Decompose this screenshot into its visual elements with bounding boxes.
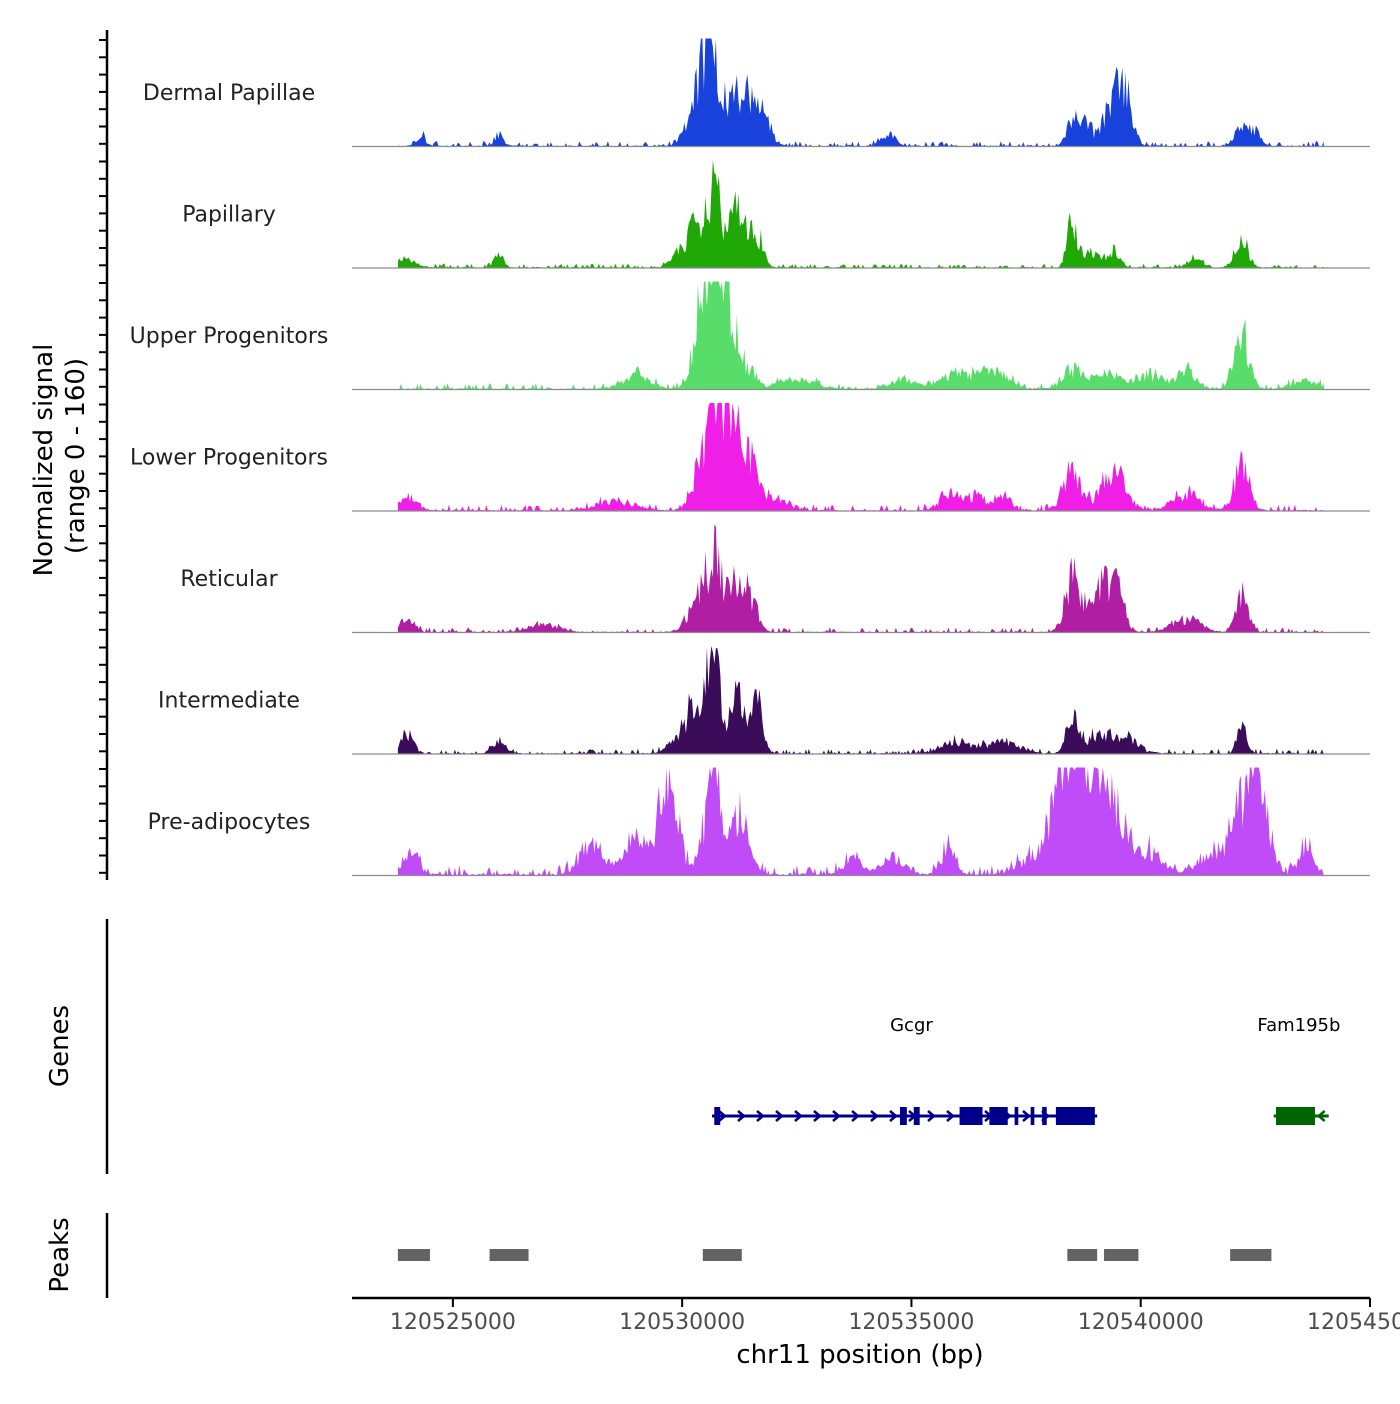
- strand-arrow: [737, 1110, 746, 1122]
- signal-tracks: Dermal Papillae Papillary Upper Progenitor…: [130, 38, 1370, 877]
- gene-exon: [1042, 1107, 1047, 1125]
- track-label: Lower Progenitors: [130, 446, 328, 471]
- strand-arrow: [1316, 1110, 1326, 1122]
- gene-track: Gcgr Fam195b: [711, 1015, 1340, 1125]
- track-label: Dermal Papillae: [143, 81, 315, 106]
- gene-exon: [714, 1107, 721, 1125]
- x-tick-label: 120540000: [1078, 1310, 1204, 1335]
- track-reticular: Reticular: [180, 524, 1370, 634]
- track-label: Upper Progenitors: [130, 324, 329, 349]
- x-tick-label: 120535000: [848, 1310, 974, 1335]
- x-tick-label: 120525000: [390, 1310, 516, 1335]
- signal-y-axis: [99, 30, 109, 880]
- gene-gcgr: Gcgr: [711, 1015, 1098, 1125]
- signal-area: [397, 38, 1325, 147]
- track-papillary: Papillary: [182, 160, 1370, 269]
- peak-track: [397, 1249, 1272, 1261]
- peak-region: [1067, 1249, 1098, 1261]
- peaks-axis-label: Peaks: [45, 1217, 75, 1292]
- peak-region: [489, 1249, 529, 1261]
- strand-arrow: [1022, 1110, 1031, 1122]
- track-label: Reticular: [180, 567, 278, 592]
- track-label: Pre-adipocytes: [148, 810, 311, 835]
- peak-region: [1230, 1249, 1272, 1261]
- gene-exon: [959, 1107, 983, 1125]
- track-lower-progenitors: Lower Progenitors: [130, 403, 1370, 512]
- gene-exon: [1014, 1107, 1019, 1125]
- strand-arrow: [718, 1110, 727, 1122]
- gene-exon: [1030, 1107, 1035, 1125]
- y-axis-label-line1: Normalized signal: [29, 344, 59, 577]
- x-tick-label: 120545000: [1307, 1310, 1400, 1335]
- strand-arrow: [889, 1110, 898, 1122]
- signal-area: [397, 524, 1325, 633]
- x-axis-label: chr11 position (bp): [736, 1340, 983, 1370]
- gene-exon: [913, 1107, 920, 1125]
- track-label: Intermediate: [158, 689, 300, 714]
- x-tick-label: 120530000: [619, 1310, 745, 1335]
- signal-area: [397, 403, 1325, 511]
- peak-region: [397, 1249, 430, 1261]
- strand-arrow: [775, 1110, 784, 1122]
- peak-region: [702, 1249, 742, 1261]
- gene-exon: [899, 1107, 907, 1125]
- gene-label: Fam195b: [1257, 1015, 1340, 1036]
- signal-area: [397, 281, 1325, 390]
- y-axis-label-line2: (range 0 - 160): [61, 358, 91, 554]
- strand-arrow: [870, 1110, 879, 1122]
- gene-exon: [1055, 1107, 1095, 1125]
- track-label: Papillary: [182, 203, 276, 228]
- strand-arrow: [813, 1110, 822, 1122]
- strand-arrow: [851, 1110, 860, 1122]
- track-upper-progenitors: Upper Progenitors: [130, 281, 1370, 391]
- gene-exon: [1275, 1107, 1315, 1125]
- strand-arrow: [946, 1110, 955, 1122]
- gene-exon: [989, 1107, 1008, 1125]
- peak-region: [1104, 1249, 1139, 1261]
- signal-area: [397, 646, 1325, 754]
- genes-axis-label: Genes: [45, 1005, 75, 1087]
- signal-area: [397, 767, 1325, 876]
- track-intermediate: Intermediate: [158, 646, 1370, 755]
- strand-arrow: [832, 1110, 841, 1122]
- strand-arrow: [927, 1110, 936, 1122]
- track-pre-adipocytes: Pre-adipocytes: [148, 767, 1370, 877]
- track-dermal-papillae: Dermal Papillae: [143, 38, 1370, 148]
- gene-label: Gcgr: [890, 1015, 933, 1036]
- strand-arrow: [794, 1110, 803, 1122]
- x-axis-ticks: 120525000 120530000 120535000 120540000 1205…: [390, 1298, 1400, 1335]
- gene-fam195b: Fam195b: [1257, 1015, 1340, 1125]
- signal-area: [397, 160, 1325, 268]
- strand-arrow: [756, 1110, 765, 1122]
